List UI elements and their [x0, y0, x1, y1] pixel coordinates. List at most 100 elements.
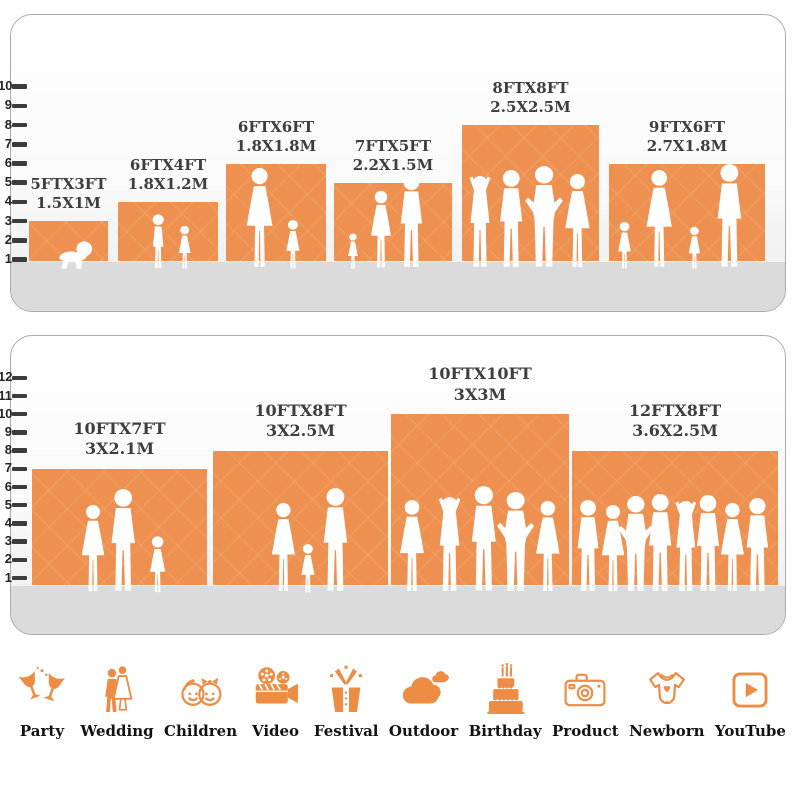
ruler-tick	[12, 430, 27, 435]
man-silhouette	[462, 485, 506, 594]
category-party: Party	[14, 663, 70, 740]
man2-silhouette	[522, 165, 566, 270]
backdrop-size-m: 3.6X2.5M	[632, 421, 718, 441]
ruler-number: 9	[4, 423, 12, 439]
ruler-number: 4	[4, 514, 12, 530]
backdrop-size-ft: 10FTX10FT	[428, 364, 532, 384]
ruler-number: 2	[4, 231, 12, 247]
girl-silhouette	[145, 534, 170, 594]
woman-silhouette	[558, 173, 597, 270]
ruler-tick	[12, 257, 27, 262]
ruler-number: 5	[4, 496, 12, 512]
category-label: Festival	[313, 722, 379, 740]
category-label: Product	[552, 722, 619, 740]
ruler-number: 2	[4, 551, 12, 567]
ruler-tick	[12, 199, 27, 205]
ruler-number: 1	[4, 569, 12, 585]
ruler-number: 10	[0, 405, 13, 421]
ruler-number: 8	[4, 116, 12, 132]
children-icon	[174, 663, 228, 717]
backdrop-size-label: 12FTX8FT 3.6X2.5M	[629, 401, 721, 442]
manup-silhouette	[666, 495, 706, 594]
backdrop-rect	[213, 450, 388, 585]
floor-strip	[11, 262, 785, 311]
category-children: Children	[164, 663, 237, 740]
ruler-number: 4	[4, 193, 12, 209]
ruler-tick	[12, 539, 27, 544]
category-icons-row: Party Wedding Children Video Festival Ou…	[0, 663, 800, 740]
ruler-tick	[12, 521, 27, 526]
category-outdoor: Outdoor	[389, 663, 458, 740]
category-newborn: Newborn	[629, 663, 705, 740]
backdrop-size-label: 9FTX6FT 2.7X1.8M	[647, 118, 727, 156]
woman-silhouette	[393, 499, 431, 594]
girl-silhouette	[614, 220, 635, 270]
girl-silhouette	[175, 224, 194, 270]
category-video: Video	[248, 663, 304, 740]
backdrop-size-ft: 9FTX6FT	[648, 117, 726, 136]
backdrop-size-m: 3X3M	[453, 384, 507, 404]
girl-silhouette	[282, 218, 304, 270]
girl-silhouette	[685, 225, 704, 270]
category-label: Party	[19, 722, 65, 740]
festival-icon	[319, 663, 373, 717]
ruler-number: 6	[4, 478, 12, 494]
backdrop-size-label: 10FTX7FT 3X2.1M	[73, 419, 165, 460]
man-silhouette	[708, 163, 751, 270]
backdrop-size-label: 8FTX8FT 2.5X2.5M	[490, 79, 570, 117]
category-festival: Festival	[313, 663, 379, 740]
category-label: Birthday	[468, 722, 542, 740]
woman-silhouette	[239, 167, 280, 270]
ruler-tick	[12, 161, 27, 166]
woman-silhouette	[75, 504, 111, 594]
man-silhouette	[688, 494, 728, 594]
backdrop-size-ft: 7FTX5FT	[354, 136, 432, 155]
ruler-tick	[12, 411, 27, 417]
ruler-tick	[12, 142, 27, 147]
man-silhouette	[738, 497, 777, 594]
backdrop-size-m: 3X2.5M	[265, 421, 336, 441]
backdrop-size-label: 6FTX6FT 1.8X1.8M	[236, 118, 316, 156]
backdrop-size-label: 6FTX4FT 1.8X1.2M	[128, 156, 208, 194]
wedding-icon	[90, 663, 144, 717]
ruler-tick	[12, 448, 27, 453]
ruler-number: 1	[4, 251, 12, 266]
man2-silhouette	[615, 495, 657, 594]
man-silhouette	[102, 488, 144, 594]
backdrop-size-label: 10FTX8FT 3X2.5M	[254, 401, 346, 442]
man2-silhouette	[494, 491, 537, 594]
backdrop-size-m: 1.5X1M	[36, 194, 101, 213]
boy-silhouette	[146, 212, 170, 270]
ruler-tick	[12, 218, 27, 224]
woman-silhouette	[365, 190, 397, 270]
party-icon	[15, 663, 69, 717]
backdrop-size-label: 5FTX3FT 1.5X1M	[30, 175, 106, 213]
floor-strip	[11, 586, 785, 634]
backdrop-size-m: 2.2X1.5M	[352, 155, 434, 174]
manup-silhouette	[429, 491, 470, 594]
category-label: Children	[164, 722, 238, 740]
man-silhouette	[491, 169, 531, 270]
baby-silhouette	[52, 240, 97, 270]
ruler-tick	[12, 84, 27, 89]
ruler-number: 7	[4, 460, 12, 476]
category-label: YouTube	[714, 722, 786, 740]
ruler-number: 6	[4, 155, 12, 170]
ruler-tick	[12, 238, 27, 243]
backdrop-size-ft: 6FTX4FT	[129, 155, 207, 174]
ruler-tick	[12, 103, 27, 109]
backdrop-size-m: 3X2.1M	[84, 439, 155, 459]
video-icon	[249, 663, 303, 717]
backdrop-size-ft: 6FTX6FT	[237, 117, 315, 136]
man-silhouette	[314, 487, 357, 594]
ruler-number: 8	[4, 442, 12, 458]
category-birthday: Birthday	[469, 663, 542, 740]
manup-silhouette	[460, 170, 500, 270]
backdrop-size-m: 2.7X1.8M	[646, 136, 728, 155]
ruler-tick	[12, 484, 27, 490]
ruler-number: 7	[4, 135, 12, 151]
category-label: Video	[251, 722, 300, 740]
woman-silhouette	[714, 502, 751, 594]
girl-silhouette	[345, 232, 361, 270]
backdrop-rect	[226, 163, 326, 261]
